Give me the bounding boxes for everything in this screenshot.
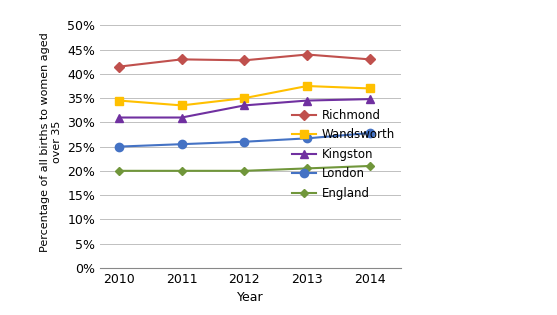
- London: [367, 131, 373, 135]
- Wandsworth: [178, 104, 185, 107]
- Line: Kingston: Kingston: [115, 95, 374, 122]
- Line: Richmond: Richmond: [116, 51, 373, 70]
- Kingston: [178, 116, 185, 119]
- Y-axis label: Percentage of all births to women aged
over 35: Percentage of all births to women aged o…: [40, 32, 62, 252]
- Richmond: [241, 59, 248, 62]
- London: [241, 140, 248, 144]
- Legend: Richmond, Wandsworth, Kingston, London, England: Richmond, Wandsworth, Kingston, London, …: [292, 109, 395, 200]
- X-axis label: Year: Year: [237, 291, 264, 304]
- Wandsworth: [304, 84, 310, 88]
- Line: Wandsworth: Wandsworth: [115, 82, 374, 110]
- Richmond: [367, 57, 373, 61]
- Kingston: [241, 104, 248, 107]
- Wandsworth: [367, 87, 373, 90]
- Kingston: [304, 99, 310, 102]
- England: [241, 169, 248, 173]
- England: [304, 167, 310, 170]
- Wandsworth: [116, 99, 123, 102]
- London: [178, 142, 185, 146]
- Line: London: London: [115, 129, 374, 151]
- England: [116, 169, 123, 173]
- Richmond: [116, 65, 123, 69]
- Kingston: [367, 97, 373, 101]
- London: [116, 145, 123, 148]
- Line: England: England: [116, 163, 373, 174]
- Richmond: [304, 53, 310, 56]
- London: [304, 136, 310, 140]
- Wandsworth: [241, 96, 248, 100]
- Kingston: [116, 116, 123, 119]
- Richmond: [178, 57, 185, 61]
- England: [178, 169, 185, 173]
- England: [367, 164, 373, 168]
